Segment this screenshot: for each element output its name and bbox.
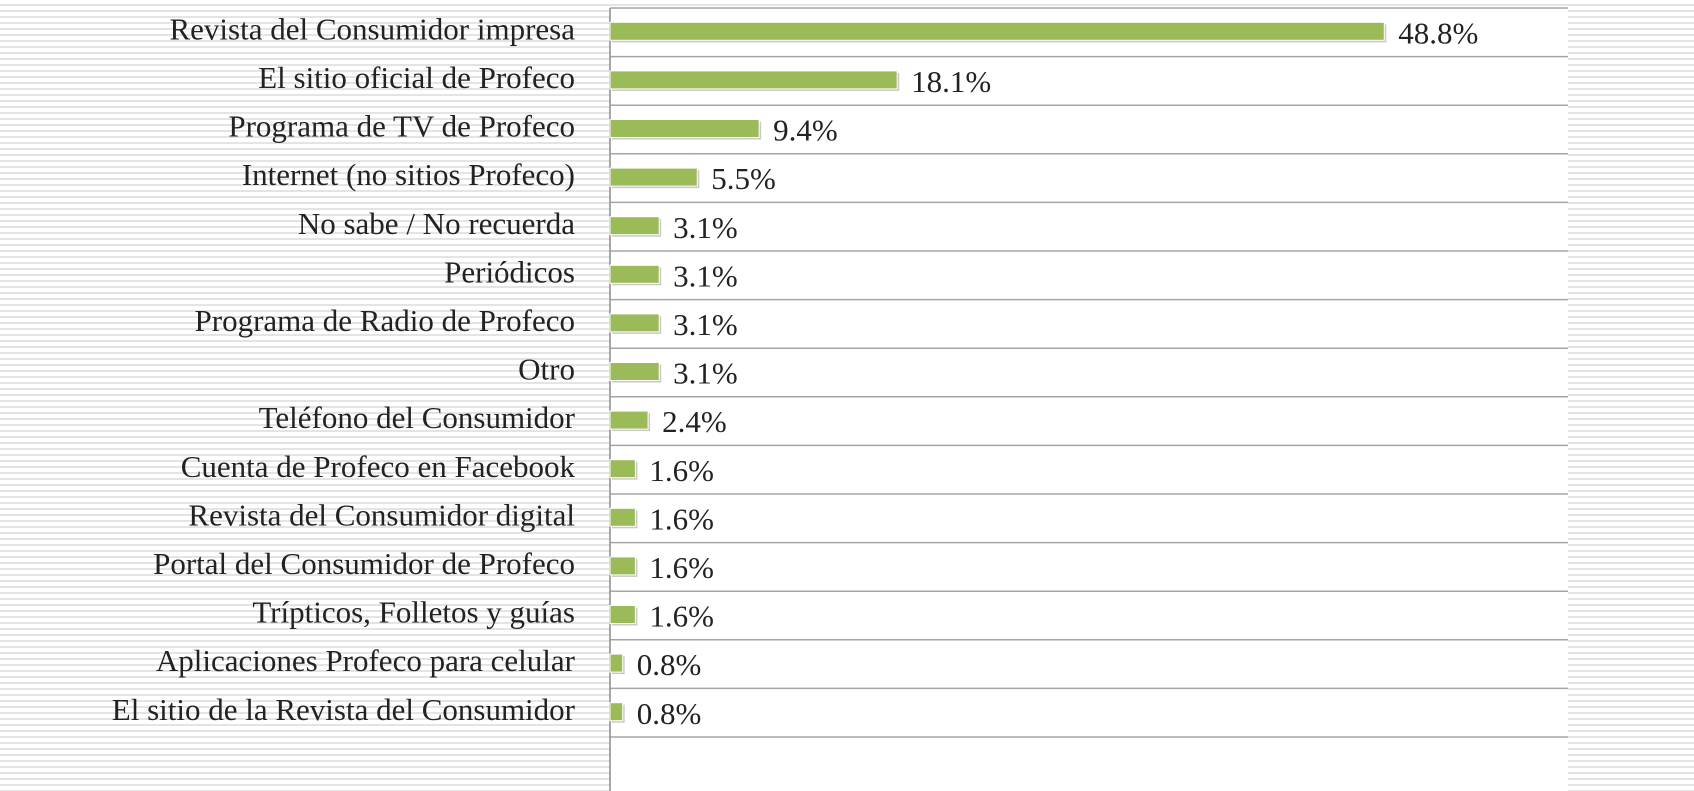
bar [609,216,660,236]
value-label: 2.4% [662,404,727,439]
bar [609,313,660,333]
bar [609,70,898,90]
value-label: 3.1% [673,258,738,293]
category-label: El sitio oficial de Profeco [258,60,575,95]
value-label: 1.6% [649,501,714,536]
value-label: 1.6% [649,453,714,488]
value-label: 48.8% [1398,15,1478,50]
value-label: 3.1% [673,210,738,245]
category-label: Programa de Radio de Profeco [195,303,576,338]
category-label: Otro [518,352,575,387]
bar [609,507,636,527]
category-label: Cuenta de Profeco en Facebook [181,449,576,484]
value-label: 9.4% [773,113,838,148]
value-label: 3.1% [673,356,738,391]
value-label: 1.6% [649,550,714,585]
category-label: Aplicaciones Profeco para celular [156,643,576,678]
bar [609,556,636,576]
category-label: Revista del Consumidor impresa [169,11,575,46]
plot-area [610,8,1568,791]
bar [609,459,636,479]
bar [609,167,698,187]
category-label: Internet (no sitios Profeco) [242,157,575,192]
value-label: 1.6% [649,599,714,634]
value-label: 3.1% [673,307,738,342]
bar [609,21,1385,41]
value-label: 0.8% [637,696,702,731]
bar [609,653,624,673]
category-label: No sabe / No recuerda [298,206,575,241]
category-label: El sitio de la Revista del Consumidor [112,692,576,727]
category-label: Trípticos, Folletos y guías [252,595,575,630]
category-label: Teléfono del Consumidor [259,400,576,435]
bar [609,410,649,430]
bar [609,702,624,722]
category-label: Portal del Consumidor de Profeco [153,546,575,581]
value-label: 0.8% [637,647,702,682]
bar [609,264,660,284]
category-label: Programa de TV de Profeco [228,109,575,144]
bar [609,362,660,381]
bar [609,119,760,138]
value-label: 5.5% [711,161,776,196]
category-label: Periódicos [444,254,575,289]
value-label: 18.1% [911,64,991,99]
bar [609,605,636,624]
category-label: Revista del Consumidor digital [188,497,575,532]
